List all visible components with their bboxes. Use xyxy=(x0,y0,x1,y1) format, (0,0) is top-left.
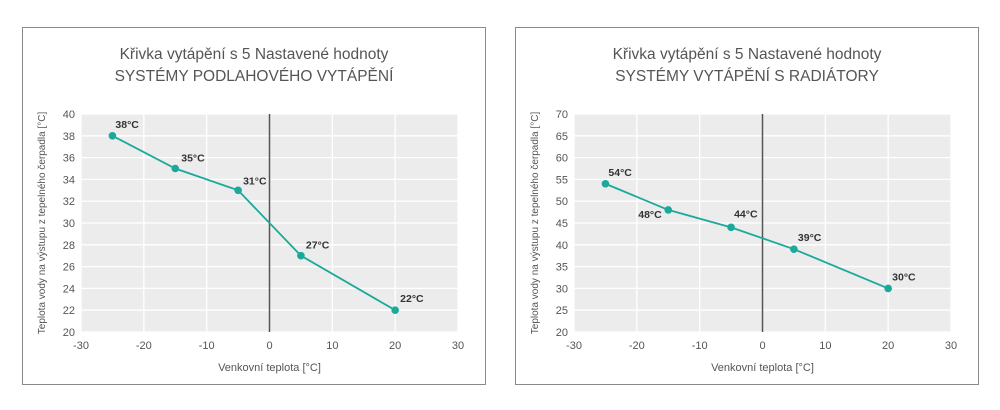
y-tick-label: 26 xyxy=(63,262,75,274)
x-tick-label: -10 xyxy=(199,340,215,352)
chart-subtitle: SYSTÉMY PODLAHOVÉHO VYTÁPĚNÍ xyxy=(114,68,394,85)
chart-title: Křivka vytápění s 5 Nastavené hodnoty xyxy=(612,46,882,63)
y-tick-label: 35 xyxy=(556,262,568,274)
x-tick-label: 30 xyxy=(945,340,957,352)
data-label: 22°C xyxy=(400,293,424,305)
x-tick-label: 30 xyxy=(452,340,464,352)
data-point xyxy=(297,251,305,260)
x-tick-label: 0 xyxy=(266,340,272,352)
x-tick-label: -20 xyxy=(136,340,152,352)
y-tick-label: 60 xyxy=(556,153,568,165)
x-tick-label: 10 xyxy=(819,340,831,352)
data-label: 31°C xyxy=(243,175,267,187)
x-tick-label: 20 xyxy=(389,340,401,352)
chart-title-block: Křivka vytápění s 5 Nastavené hodnoty SY… xyxy=(516,44,978,88)
y-tick-label: 28 xyxy=(63,240,75,252)
x-tick-label: -20 xyxy=(629,340,645,352)
chart-subtitle: SYSTÉMY VYTÁPĚNÍ S RADIÁTORY xyxy=(615,68,879,85)
y-tick-label: 40 xyxy=(556,240,568,252)
x-tick-label: 20 xyxy=(882,340,894,352)
y-tick-label: 40 xyxy=(63,109,75,121)
data-point xyxy=(664,206,673,214)
data-label: 35°C xyxy=(181,153,205,165)
chart-panel-floor-heating: Křivka vytápění s 5 Nastavené hodnoty SY… xyxy=(22,27,486,385)
x-tick-label: -30 xyxy=(73,340,89,352)
chart-panel-radiators: Křivka vytápění s 5 Nastavené hodnoty SY… xyxy=(515,27,979,385)
data-label: 54°C xyxy=(608,167,632,179)
data-point xyxy=(234,186,242,195)
data-label: 39°C xyxy=(798,232,822,244)
data-label: 30°C xyxy=(892,271,916,283)
y-tick-label: 24 xyxy=(63,283,75,295)
line-chart-floor-heating: 20 22 24 26 28 30 32 34 36 38 40 -30 -20 -10 0 10 20 30 Ve… xyxy=(37,109,464,374)
y-tick-label: 22 xyxy=(63,305,75,317)
line-chart-radiators: 20 25 30 35 40 45 50 55 60 65 70 -30 -20 -10 0 10 20 30 Ve… xyxy=(530,109,957,374)
y-tick-label: 36 xyxy=(63,153,75,165)
y-tick-label: 30 xyxy=(556,283,568,295)
y-tick-label: 50 xyxy=(556,196,568,208)
x-tick-label: 0 xyxy=(759,340,765,352)
y-tick-label: 38 xyxy=(63,131,75,143)
y-tick-label: 30 xyxy=(63,218,75,230)
x-tick-label: 10 xyxy=(326,340,338,352)
data-point xyxy=(108,132,117,140)
data-point xyxy=(790,245,798,253)
y-tick-label: 55 xyxy=(556,174,568,186)
y-tick-label: 20 xyxy=(63,327,75,339)
x-tick-label: -10 xyxy=(692,340,708,352)
data-point xyxy=(171,164,180,173)
x-axis-label: Venkovní teplota [°C] xyxy=(218,362,321,374)
y-tick-label: 65 xyxy=(556,131,568,143)
y-tick-label: 70 xyxy=(556,109,568,121)
chart-title-block: Křivka vytápění s 5 Nastavené hodnoty SY… xyxy=(23,44,485,88)
y-tick-label: 25 xyxy=(556,305,568,317)
data-point xyxy=(391,306,399,315)
chart-title: Křivka vytápění s 5 Nastavené hodnoty xyxy=(119,46,389,63)
x-axis-label: Venkovní teplota [°C] xyxy=(711,362,814,374)
y-tick-label: 32 xyxy=(63,196,75,208)
data-point xyxy=(727,223,735,232)
data-point xyxy=(601,179,610,188)
data-label: 27°C xyxy=(306,240,330,252)
y-tick-label: 20 xyxy=(556,327,568,339)
data-label: 38°C xyxy=(115,119,139,131)
data-label: 48°C xyxy=(638,209,662,221)
y-axis-label: Teplota vody na výstupu z tepelného čerp… xyxy=(530,112,541,335)
x-tick-label: -30 xyxy=(566,340,582,352)
y-tick-label: 34 xyxy=(63,174,75,186)
data-label: 44°C xyxy=(734,208,758,220)
y-axis-label: Teplota vody na výstupu z tepelného čerp… xyxy=(37,112,48,335)
data-point xyxy=(884,284,892,293)
y-tick-label: 45 xyxy=(556,218,568,230)
